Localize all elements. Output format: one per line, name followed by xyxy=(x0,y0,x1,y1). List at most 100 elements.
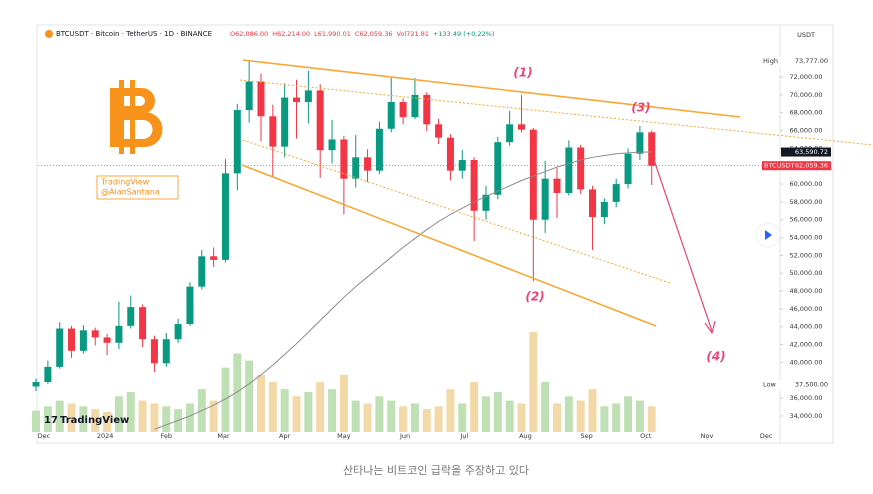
candle-body xyxy=(529,129,537,220)
price-tag-name-bg xyxy=(762,161,781,171)
lower-trendline xyxy=(241,164,657,327)
volume-bar xyxy=(79,406,88,432)
candle-body xyxy=(612,184,620,202)
wave-label: (4) xyxy=(706,350,725,364)
candle-body xyxy=(257,81,265,117)
volume-bar xyxy=(470,382,479,432)
trendlines xyxy=(239,59,873,335)
candle-body xyxy=(221,173,229,260)
volume-bar xyxy=(103,412,112,432)
candle-body xyxy=(541,178,549,220)
candle-body xyxy=(79,330,87,351)
volume-bar xyxy=(517,403,526,432)
y-tick-label: 52,000.00 xyxy=(789,251,822,259)
x-tick-label: Nov xyxy=(701,432,714,440)
volume-bar xyxy=(256,374,265,432)
ohlc-value: C62,059.36 xyxy=(355,30,393,38)
candle-body xyxy=(624,153,632,185)
volume-bar xyxy=(612,403,621,432)
ohlc-value: H62,214.00 xyxy=(272,30,310,38)
ohlc-value: L61,990.01 xyxy=(314,30,351,38)
price-tag-label: 63,590.72 xyxy=(795,148,828,156)
mid-trendline xyxy=(242,139,671,284)
candle-body xyxy=(293,97,301,103)
candle-body xyxy=(636,132,644,154)
candle-body xyxy=(506,124,514,143)
y-tick-label: 70,000.00 xyxy=(789,91,822,99)
candle-body xyxy=(316,90,324,151)
x-tick-label: 2024 xyxy=(97,432,114,440)
volume-bar xyxy=(553,403,562,432)
price-tag xyxy=(781,56,831,66)
x-tick-label: Jul xyxy=(459,432,468,440)
candle-body xyxy=(517,124,525,130)
price-tag-label: 62,059.36 xyxy=(795,162,828,170)
x-tick-label: Apr xyxy=(279,432,291,440)
volume-bar xyxy=(316,382,325,432)
y-tick-label: 56,000.00 xyxy=(789,216,822,224)
volume-bar xyxy=(635,400,644,432)
watermark: @AlanSantana xyxy=(101,188,160,197)
volume-bar xyxy=(233,353,242,432)
candle-body xyxy=(174,324,182,340)
candle-body xyxy=(186,286,194,325)
candle-body xyxy=(600,201,608,218)
price-tag-label: 37,500.00 xyxy=(795,381,828,389)
price-tag-label: 73,777.00 xyxy=(795,57,828,65)
volume-bar xyxy=(410,403,419,432)
ohlc-value: Vol721.81 xyxy=(397,30,429,38)
y-tick-label: 50,000.00 xyxy=(789,269,822,277)
candle-body xyxy=(470,159,478,211)
volume-bar xyxy=(576,400,585,432)
volume-bar xyxy=(328,389,337,432)
candle-body xyxy=(565,147,573,193)
wave-label: (3) xyxy=(631,101,650,115)
volume-bar xyxy=(126,392,135,432)
candle-body xyxy=(68,328,76,351)
wave-label: (1) xyxy=(513,66,532,80)
ohlc-value: +133.49 (+0.22%) xyxy=(433,30,494,38)
candle-body xyxy=(387,102,395,129)
candle-body xyxy=(423,94,431,125)
volume-bar xyxy=(446,389,455,432)
volume-bar xyxy=(280,389,289,432)
candle-body xyxy=(150,339,158,364)
bitcoin-logo xyxy=(110,80,163,154)
price-tag-name: Low xyxy=(763,381,776,389)
price-tag xyxy=(781,161,831,171)
y-tick-label: 48,000.00 xyxy=(789,287,822,295)
volume-bar xyxy=(600,406,609,432)
candle-body xyxy=(162,339,170,364)
volume-bar xyxy=(434,406,443,432)
candle-body xyxy=(446,137,454,171)
y-tick-label: 66,000.00 xyxy=(789,127,822,135)
volume-bar xyxy=(91,409,100,432)
volume-bar xyxy=(493,392,502,432)
logo: TradingView xyxy=(60,415,129,426)
x-tick-label: Dec xyxy=(760,432,773,440)
price-tag-name: BTCUSDT xyxy=(764,162,794,170)
candle-body xyxy=(553,178,561,193)
volume-bar xyxy=(564,396,573,432)
candle-body xyxy=(589,189,597,218)
caption: 산타나는 비트코인 급락을 주장하고 있다 xyxy=(343,463,529,477)
y-tick-label: 58,000.00 xyxy=(789,198,822,206)
volume-bar xyxy=(351,400,360,432)
candle-body xyxy=(245,81,253,111)
candle-body xyxy=(32,382,40,387)
arrow-head xyxy=(704,320,716,335)
candle-body xyxy=(435,124,443,138)
upper-trendline xyxy=(242,59,741,118)
watermark: TradingView xyxy=(100,178,150,187)
price-tag xyxy=(781,380,831,390)
candle-body xyxy=(411,94,419,118)
volume-bar xyxy=(481,396,490,432)
candle-body xyxy=(340,139,348,179)
y-tick-label: 60,000.00 xyxy=(789,180,822,188)
candle-body xyxy=(375,128,383,171)
watermark-box xyxy=(96,175,179,200)
candle-body xyxy=(233,110,241,174)
y-tick-label: 36,000.00 xyxy=(789,394,822,402)
volume-bar xyxy=(162,406,171,432)
